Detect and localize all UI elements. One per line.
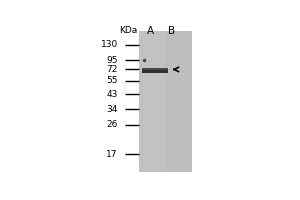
Text: 95: 95 bbox=[106, 56, 118, 65]
Text: 55: 55 bbox=[106, 76, 118, 85]
Text: B: B bbox=[168, 26, 175, 36]
Text: 43: 43 bbox=[106, 90, 118, 99]
Text: 34: 34 bbox=[106, 105, 118, 114]
Bar bbox=[142, 68, 168, 70]
Bar bbox=[139, 31, 165, 172]
Bar bbox=[165, 31, 192, 172]
Text: 17: 17 bbox=[106, 150, 118, 159]
Text: 130: 130 bbox=[100, 40, 118, 49]
Text: A: A bbox=[147, 26, 154, 36]
Text: KDa: KDa bbox=[119, 26, 137, 35]
Text: 26: 26 bbox=[106, 120, 118, 129]
Bar bbox=[142, 70, 168, 73]
Bar bbox=[139, 31, 192, 172]
Text: 72: 72 bbox=[106, 65, 118, 74]
